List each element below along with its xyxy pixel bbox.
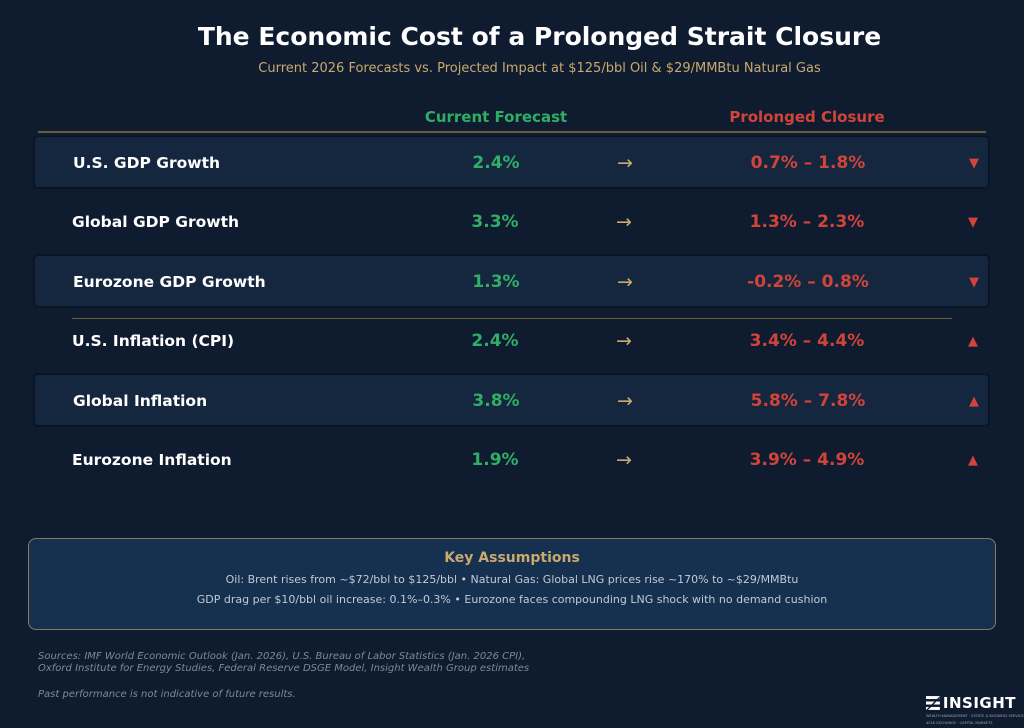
page-title: The Economic Cost of a Prolonged Strait … [197, 22, 882, 51]
triangle-up-icon: ▲ [969, 394, 979, 409]
current-value: 2.4% [472, 153, 520, 173]
current-value: 3.3% [471, 212, 519, 232]
arrow-right-icon: → [616, 449, 632, 471]
current-value: 1.9% [471, 450, 519, 470]
sources-note: Sources: IMF World Economic Outlook (Jan… [38, 651, 529, 675]
table-row: U.S. GDP Growth 2.4% → 0.7% – 1.8% ▼ [34, 136, 989, 188]
header-divider [38, 131, 986, 133]
assumptions-line: GDP drag per $10/bbl oil increase: 0.1%–… [196, 593, 828, 606]
triangle-up-icon: ▲ [968, 334, 978, 349]
triangle-down-icon: ▼ [969, 275, 979, 290]
projected-range: 5.8% – 7.8% [750, 391, 866, 411]
current-value: 1.3% [472, 272, 520, 292]
table-row: U.S. Inflation (CPI) 2.4% → 3.4% – 4.4% … [34, 315, 989, 367]
row-label: Global Inflation [73, 392, 208, 410]
table-row: Global Inflation 3.8% → 5.8% – 7.8% ▲ [34, 374, 989, 426]
table-row: Eurozone Inflation 1.9% → 3.9% – 4.9% ▲ [34, 434, 989, 486]
current-value: 2.4% [471, 331, 519, 351]
page-subtitle: Current 2026 Forecasts vs. Projected Imp… [258, 61, 821, 76]
arrow-right-icon: → [617, 271, 633, 293]
current-value: 3.8% [472, 391, 520, 411]
row-label: Eurozone Inflation [72, 451, 232, 469]
logo-tagline: WEALTH MANAGEMENT · ESTATE & BUSINESS SE… [926, 714, 1024, 718]
row-label: Global GDP Growth [72, 213, 240, 231]
logo-name: INSIGHT [942, 694, 1016, 712]
arrow-right-icon: → [617, 390, 633, 412]
arrow-right-icon: → [616, 330, 632, 352]
triangle-down-icon: ▼ [969, 156, 979, 171]
row-label: Eurozone GDP Growth [73, 273, 266, 291]
row-label: U.S. Inflation (CPI) [72, 332, 235, 350]
assumptions-heading: Key Assumptions [444, 550, 580, 566]
projected-range: 1.3% – 2.3% [749, 212, 865, 232]
insight-logo-icon [926, 696, 940, 710]
triangle-down-icon: ▼ [968, 215, 978, 230]
projected-range: 3.9% – 4.9% [749, 450, 865, 470]
sources-line: Sources: IMF World Economic Outlook (Jan… [38, 651, 526, 662]
table-row: Eurozone GDP Growth 1.3% → -0.2% – 0.8% … [34, 255, 989, 307]
section-divider [72, 318, 952, 319]
column-header-current: Current Forecast [424, 108, 568, 126]
company-logo: INSIGHT WEALTH MANAGEMENT · ESTATE & BUS… [926, 694, 1024, 725]
disclaimer: Past performance is not indicative of fu… [38, 689, 296, 700]
assumptions-line: Oil: Brent rises from ~$72/bbl to $125/b… [225, 573, 799, 586]
logo-tagline: 401K EXCHANGE · CAPITAL MARKETS [926, 720, 993, 725]
arrow-right-icon: → [616, 211, 632, 233]
projected-range: 0.7% – 1.8% [750, 153, 866, 173]
projected-range: 3.4% – 4.4% [749, 331, 865, 351]
row-label: U.S. GDP Growth [73, 154, 221, 172]
column-header-closure: Prolonged Closure [729, 108, 885, 126]
table-row: Global GDP Growth 3.3% → 1.3% – 2.3% ▼ [34, 196, 989, 248]
arrow-right-icon: → [617, 152, 633, 174]
key-assumptions-box: Key Assumptions Oil: Brent rises from ~$… [28, 538, 996, 630]
projected-range: -0.2% – 0.8% [747, 272, 869, 292]
triangle-up-icon: ▲ [968, 453, 978, 468]
sources-line: Oxford Institute for Energy Studies, Fed… [38, 663, 530, 674]
